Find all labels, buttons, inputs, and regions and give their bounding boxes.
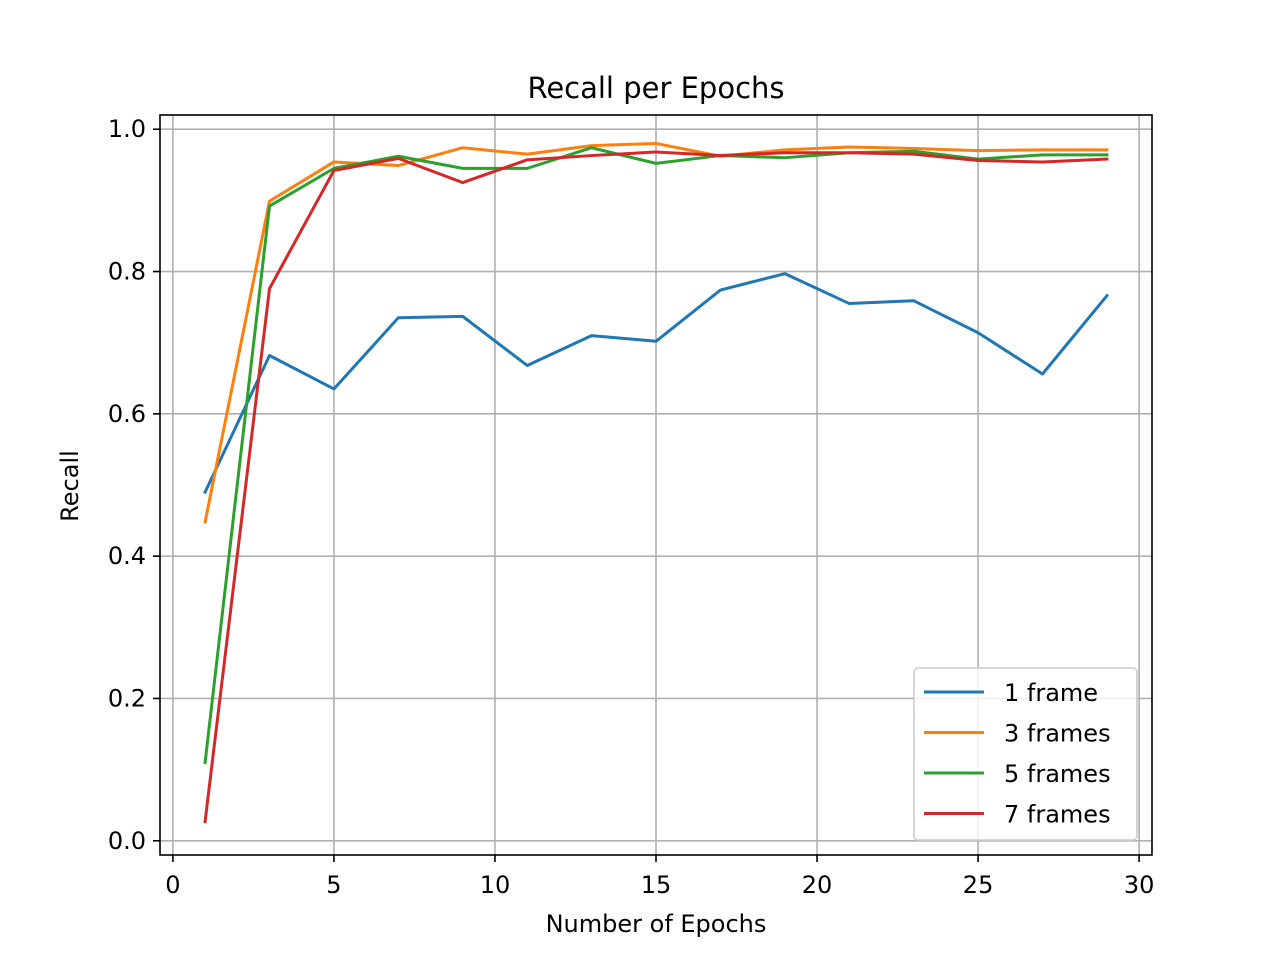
y-tick-label: 0.0 [108,827,146,855]
y-tick-label: 1.0 [108,115,146,143]
y-tick-label: 0.8 [108,258,146,286]
y-tick-label: 0.2 [108,684,146,712]
x-axis-label: Number of Epochs [546,910,767,938]
x-tick-label: 25 [963,871,994,899]
chart-title: Recall per Epochs [527,71,784,105]
y-axis-ticks: 0.0 0.2 0.4 0.6 0.8 1.0 [108,115,160,855]
y-tick-label: 0.4 [108,542,146,570]
x-tick-label: 10 [480,871,511,899]
series-line-7-frames [203,150,1109,824]
legend-label: 1 frame [1004,679,1098,707]
series-lines [203,141,1110,824]
legend-label: 7 frames [1004,801,1111,829]
x-tick-label: 30 [1124,871,1155,899]
x-tick-label: 0 [165,871,180,899]
y-axis-label: Recall [56,450,84,522]
series-line-1-frame [203,272,1110,495]
legend: 1 frame 3 frames 5 frames 7 frames [913,667,1138,841]
x-tick-label: 15 [641,871,672,899]
series-line-5-frames [203,146,1109,765]
x-axis-ticks: 0 5 10 15 20 25 30 [165,855,1154,899]
legend-label: 5 frames [1004,760,1111,788]
legend-box [913,667,1138,841]
y-tick-label: 0.6 [108,400,146,428]
x-tick-label: 5 [326,871,341,899]
grid [160,115,1152,855]
legend-label: 3 frames [1004,720,1111,748]
x-tick-label: 20 [802,871,833,899]
